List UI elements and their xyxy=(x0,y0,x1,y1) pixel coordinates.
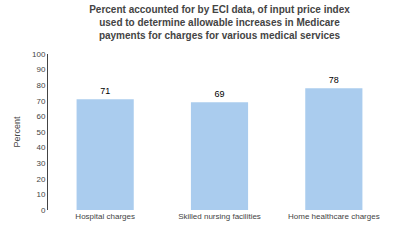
svg-text:90: 90 xyxy=(36,65,45,74)
svg-text:50: 50 xyxy=(36,128,45,137)
svg-text:60: 60 xyxy=(36,112,45,121)
svg-text:Percent accounted for by ECI d: Percent accounted for by ECI data, of in… xyxy=(89,4,350,41)
svg-text:Home healthcare charges: Home healthcare charges xyxy=(288,212,380,221)
svg-text:20: 20 xyxy=(36,175,45,184)
svg-text:71: 71 xyxy=(100,86,110,96)
svg-text:Percent: Percent xyxy=(12,116,22,148)
svg-text:70: 70 xyxy=(36,97,45,106)
svg-text:40: 40 xyxy=(36,143,45,152)
svg-text:30: 30 xyxy=(36,159,45,168)
svg-text:78: 78 xyxy=(329,75,339,85)
svg-text:100: 100 xyxy=(32,50,46,59)
svg-text:Hospital charges: Hospital charges xyxy=(75,212,135,221)
svg-text:80: 80 xyxy=(36,81,45,90)
svg-text:10: 10 xyxy=(36,190,45,199)
svg-text:69: 69 xyxy=(214,89,224,99)
svg-text:0: 0 xyxy=(41,206,46,215)
svg-text:Skilled nursing facilities: Skilled nursing facilities xyxy=(178,212,261,221)
